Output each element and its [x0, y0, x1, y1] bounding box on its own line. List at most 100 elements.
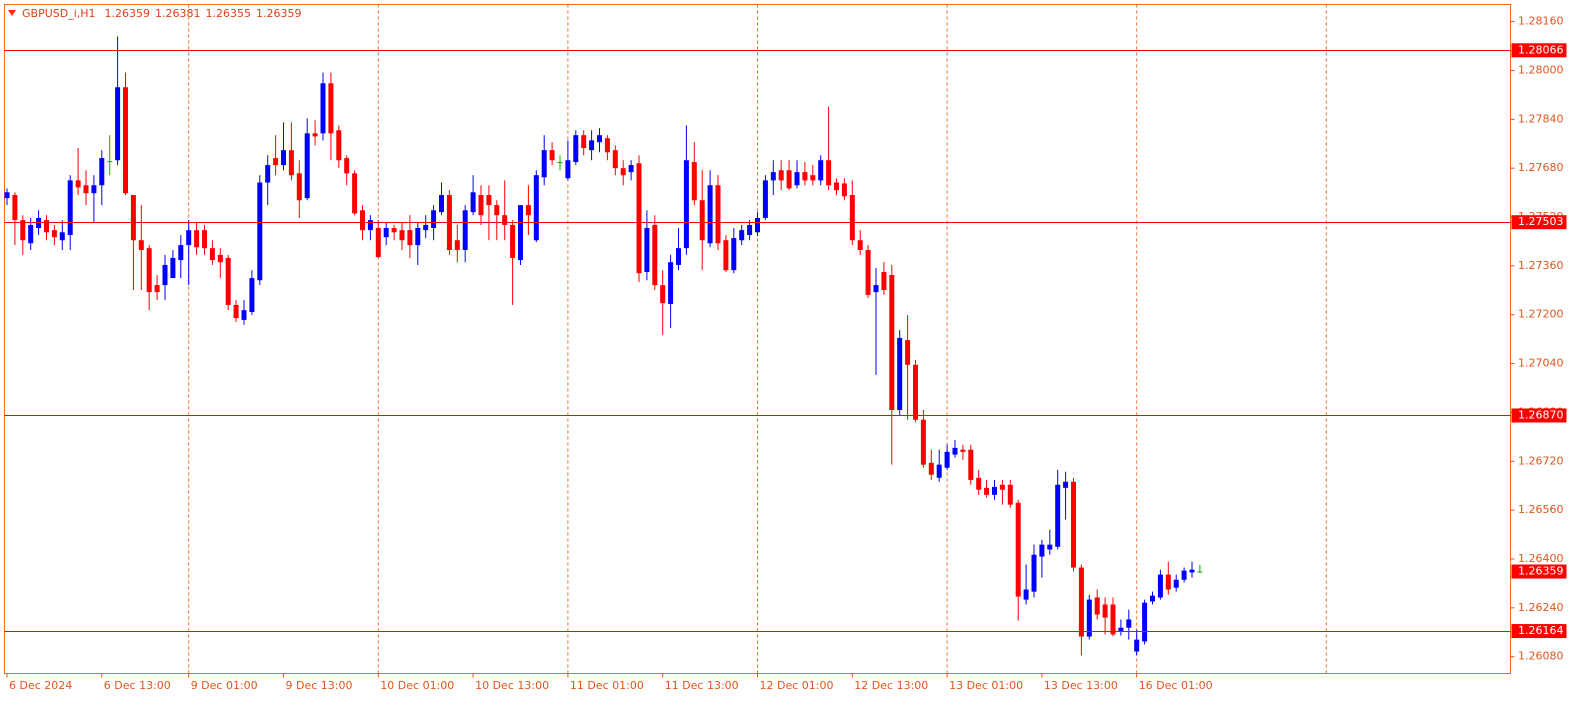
candle-body [999, 484, 1005, 490]
candle-body [620, 168, 626, 176]
candle-body [1142, 602, 1148, 642]
candle-body [944, 451, 950, 468]
candle-body [273, 158, 279, 166]
candle-body [170, 257, 176, 279]
candle-body [597, 135, 602, 143]
candle-body [67, 180, 73, 236]
candle-body [541, 150, 547, 178]
candle-body [328, 83, 334, 134]
header-value: 1.26355 [206, 7, 252, 20]
candle-body [1071, 481, 1076, 568]
x-tick-label: 16 Dec 01:00 [1139, 679, 1213, 692]
candle-body [1189, 569, 1195, 573]
y-tick-label: 1.27200 [1518, 308, 1564, 321]
candle-body [778, 170, 784, 181]
candle-body [873, 285, 879, 293]
candle-body [20, 220, 26, 241]
candle-body [439, 195, 444, 213]
candle-body [747, 224, 753, 236]
candle-body [794, 172, 800, 186]
x-tick-label: 9 Dec 13:00 [286, 679, 353, 692]
candle-body [612, 150, 618, 169]
candle-body [928, 462, 934, 475]
candle-body [857, 240, 863, 250]
candle-body [849, 195, 855, 241]
candle-body [462, 210, 468, 250]
candle-body [731, 238, 737, 271]
candle-body [186, 230, 192, 246]
candle-body [952, 447, 958, 455]
candle-body [510, 224, 516, 258]
candle-body [802, 172, 808, 181]
candle-body [755, 217, 760, 233]
level-tag [1511, 215, 1567, 230]
candle-body [984, 487, 990, 495]
candle-body [470, 192, 476, 213]
y-tick-label: 1.26080 [1518, 650, 1564, 663]
candle-body [628, 165, 634, 173]
candle-body [1086, 599, 1092, 637]
candle-body [636, 163, 642, 274]
candle-body [75, 180, 81, 188]
candle-body [1078, 567, 1084, 637]
candle-body [1023, 589, 1029, 600]
candle-body [826, 160, 832, 186]
candle-body [976, 477, 982, 490]
candle-body [1134, 639, 1140, 652]
candle-body [644, 228, 650, 272]
candle-body [194, 230, 200, 248]
candle-body [367, 220, 373, 231]
candle-body [557, 162, 563, 164]
candle-body [905, 340, 911, 365]
candle-body [739, 230, 745, 241]
candle-body [762, 180, 768, 218]
candle-body [130, 195, 136, 241]
candle-body [233, 304, 239, 319]
level-tag [1511, 43, 1567, 58]
candle-body [968, 449, 974, 480]
candle-body [992, 486, 997, 495]
level-tag [1511, 408, 1567, 423]
symbol: GBPUSD_i,H1 [22, 7, 96, 20]
candle-body [265, 165, 271, 183]
candle-body [352, 173, 358, 214]
candle-body [699, 200, 705, 241]
x-tick-label: 13 Dec 01:00 [949, 679, 1023, 692]
candle-body [1181, 570, 1187, 580]
candle-body [4, 192, 10, 199]
x-tick-label: 6 Dec 13:00 [104, 679, 171, 692]
candle-body [549, 150, 555, 161]
candle-body [494, 205, 500, 216]
candle-body [565, 160, 571, 179]
header-value: 1.26359 [256, 7, 302, 20]
current-price-label: 1.26359 [1518, 565, 1564, 578]
candle-body [715, 185, 721, 244]
candle-body [407, 230, 413, 246]
candle-body [59, 232, 65, 241]
candle-body [415, 228, 421, 246]
candle-body [225, 257, 231, 305]
candle-body [502, 215, 508, 225]
candle-body [581, 135, 587, 149]
candle-body [604, 138, 610, 153]
candle-body [454, 240, 460, 250]
level-label: 1.26164 [1518, 624, 1564, 637]
candle-body [162, 264, 168, 286]
candle-body [691, 162, 697, 201]
candle-body [1063, 481, 1069, 488]
x-tick-label: 6 Dec 2024 [9, 679, 72, 692]
candle-body [834, 182, 839, 191]
candle-body [478, 195, 484, 216]
candle-body [1126, 619, 1132, 628]
collapse-icon[interactable] [8, 10, 16, 16]
candle-body [676, 248, 681, 265]
candle-body [99, 158, 105, 186]
candle-body [217, 254, 223, 263]
candle-body [1047, 544, 1053, 550]
candle-body [1110, 604, 1116, 635]
candle-body [525, 205, 531, 216]
y-tick-label: 1.28160 [1518, 15, 1564, 28]
candle-body [960, 449, 966, 452]
candle-body [1157, 574, 1163, 598]
